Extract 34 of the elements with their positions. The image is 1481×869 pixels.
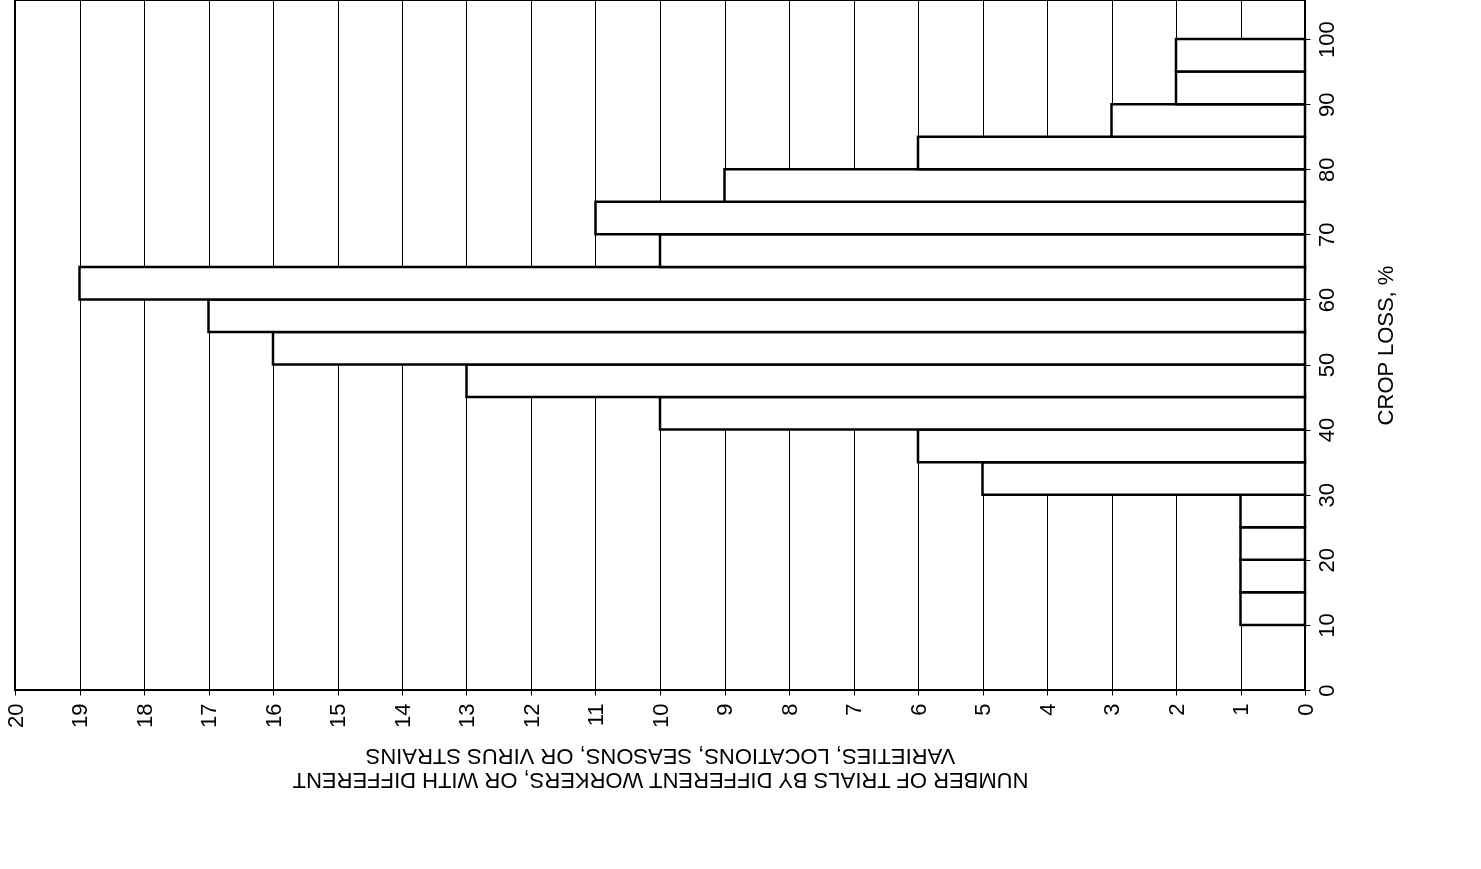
x-tick-label: 17	[196, 703, 221, 728]
x-tick-label: 8	[776, 703, 802, 716]
y-tick-label: 50	[1313, 352, 1339, 378]
y-tick-label: 90	[1313, 92, 1339, 117]
y-tick-label: 80	[1313, 157, 1339, 182]
x-tick-label: 14	[389, 703, 415, 728]
x-tick-label: 16	[260, 703, 286, 728]
y-tick-label: 100	[1313, 21, 1339, 58]
y-tick-label: 60	[1313, 287, 1339, 313]
x-tick-label: 18	[131, 703, 157, 728]
x-tick-label: 6	[905, 703, 931, 716]
x-tick-label: 10	[647, 703, 673, 728]
y-tick-label: 0	[1313, 684, 1339, 697]
y-tick-label: 20	[1313, 548, 1339, 573]
x-tick-label: 2	[1163, 703, 1189, 716]
x-tick-label: 5	[970, 703, 995, 716]
x-axis-title: NUMBER OF TRIALS BY DIFFERENT WORKERS, OR WITH DIFFERENT VARIETIES, LOCATIONS, SEASONS, OR VIRUS STRAINS	[292, 743, 1029, 793]
x-tick-label: 3	[1099, 703, 1124, 716]
x-tick-label: 9	[712, 703, 737, 716]
x-tick-label: 12	[518, 703, 544, 728]
x-tick-label: 15	[325, 703, 350, 728]
x-tick-label: 1	[1228, 703, 1253, 716]
x-tick-label: 13	[454, 703, 479, 728]
y-tick-label: 30	[1313, 482, 1339, 508]
y-tick-label: 40	[1313, 417, 1339, 443]
x-tick-label: 11	[583, 703, 608, 727]
x-tick-label: 7	[841, 703, 866, 716]
x-tick-label: 0	[1292, 703, 1318, 716]
y-tick-label: 10	[1313, 613, 1339, 638]
y-axis-title: CROP LOSS, %	[1372, 265, 1398, 426]
x-tick-label: 20	[2, 703, 28, 728]
y-tick-label: 70	[1313, 222, 1339, 248]
x-tick-label: 19	[67, 703, 92, 728]
x-tick-label: 4	[1034, 703, 1060, 716]
